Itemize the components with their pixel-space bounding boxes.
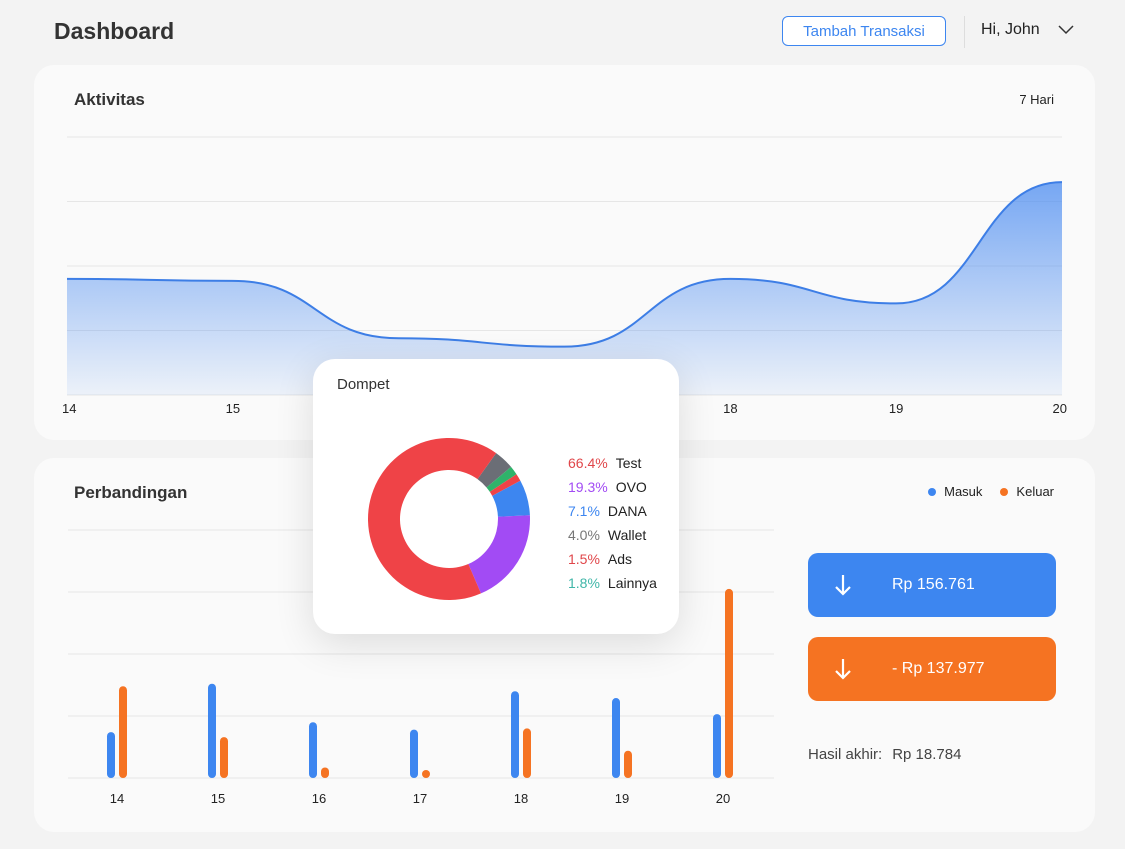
wallet-legend-label: Wallet: [607, 527, 647, 543]
wallet-legend-label: OVO: [615, 479, 647, 495]
x-tick-label: 15: [226, 401, 240, 416]
wallet-legend-item: 7.1% DANA: [568, 499, 657, 523]
legend-dot-masuk: [928, 487, 937, 496]
activity-title: Aktivitas: [74, 90, 145, 109]
comparison-title: Perbandingan: [74, 483, 188, 502]
x-tick-label: 16: [312, 791, 326, 806]
bar-masuk-15: [208, 683, 216, 778]
legend-label-keluar: Keluar: [1016, 484, 1054, 499]
x-tick-label: 20: [716, 791, 730, 806]
comparison-bar-chart: 14 15 16 17 18 19 20: [68, 529, 774, 806]
legend-keluar: Keluar: [1000, 484, 1054, 499]
donut-slice-dana: [492, 480, 530, 517]
wallet-legend-label: Lainnya: [607, 575, 657, 591]
wallet-legend: 66.4% Test 19.3% OVO 7.1% DANA 4.0% Wallet 1.5% A…: [568, 451, 657, 595]
arrow-down-icon: [828, 574, 858, 596]
wallet-legend-item: 66.4% Test: [568, 451, 657, 475]
donut-slice-test: [368, 438, 497, 600]
header-divider: [964, 16, 965, 48]
legend-dot-keluar: [1000, 487, 1009, 496]
chevron-down-icon: [1058, 25, 1074, 35]
wallet-legend-item: 1.5% Ads: [568, 547, 657, 571]
bar-masuk-20: [713, 714, 721, 778]
bar-keluar-15: [220, 737, 228, 778]
x-tick-label: 19: [889, 401, 903, 416]
comparison-card: Perbandingan Masuk Keluar 14 15 16 17 18 19 20…: [34, 458, 1095, 832]
wallet-legend-label: DANA: [607, 503, 647, 519]
bar-masuk-17: [410, 729, 418, 778]
activity-series-line: [66, 181, 1063, 348]
bar-keluar-16: [321, 767, 329, 778]
x-tick-label: 19: [615, 791, 629, 806]
bar-keluar-20: [725, 588, 733, 778]
x-tick-label: 17: [413, 791, 427, 806]
wallet-legend-item: 1.8% Lainnya: [568, 571, 657, 595]
x-tick-label: 20: [1053, 401, 1067, 416]
legend-masuk: Masuk: [928, 484, 982, 499]
bar-keluar-19: [624, 750, 632, 778]
wallet-legend-percent: 1.8%: [568, 575, 600, 591]
final-result: Hasil akhir: Rp 18.784: [808, 746, 961, 763]
wallet-legend-percent: 19.3%: [568, 479, 608, 495]
bar-masuk-18: [511, 691, 519, 778]
chart-legend: Masuk Keluar: [928, 484, 1054, 499]
bar-masuk-16: [309, 722, 317, 778]
result-value: Rp 18.784: [892, 746, 962, 763]
range-selector[interactable]: 7 Hari: [1019, 92, 1054, 107]
x-tick-label: 14: [110, 791, 124, 806]
bar-masuk-14: [107, 732, 115, 778]
income-card[interactable]: Rp 156.761: [808, 553, 1056, 617]
donut-slice-lainnya: [486, 466, 517, 492]
user-greeting: Hi, John: [981, 21, 1040, 38]
activity-area-fill: [67, 182, 1062, 395]
wallet-legend-percent: 4.0%: [568, 527, 600, 543]
wallet-legend-percent: 1.5%: [568, 551, 600, 567]
expense-card[interactable]: - Rp 137.977: [808, 637, 1056, 701]
income-amount: Rp 156.761: [892, 576, 975, 593]
user-menu[interactable]: Hi, John: [981, 21, 1074, 39]
wallet-popup: Dompet 66.4% Test 19.3% OVO 7.1% DANA 4.0% Wall…: [313, 359, 679, 634]
x-tick-label: 15: [211, 791, 225, 806]
bar-keluar-14: [119, 686, 127, 778]
legend-label-masuk: Masuk: [944, 484, 983, 499]
arrow-down-icon: [828, 658, 858, 680]
page-title: Dashboard: [54, 18, 175, 44]
bar-masuk-19: [612, 698, 620, 778]
x-tick-label: 18: [514, 791, 528, 806]
wallet-legend-label: Test: [615, 455, 642, 471]
wallet-legend-percent: 66.4%: [568, 455, 608, 471]
wallet-popup-title: Dompet: [337, 376, 390, 393]
add-transaction-button[interactable]: Tambah Transaksi: [782, 16, 946, 46]
wallet-legend-label: Ads: [607, 551, 633, 567]
expense-amount: - Rp 137.977: [892, 660, 985, 677]
result-label: Hasil akhir:: [808, 746, 883, 763]
x-tick-label: 18: [723, 401, 737, 416]
wallet-donut-chart: [368, 438, 530, 600]
wallet-legend-percent: 7.1%: [568, 503, 600, 519]
bar-keluar-17: [422, 769, 430, 778]
bar-keluar-18: [523, 728, 531, 778]
donut-slice-ovo: [468, 515, 530, 594]
x-tick-label: 14: [62, 401, 76, 416]
donut-slice-ads: [489, 474, 521, 496]
wallet-legend-item: 4.0% Wallet: [568, 523, 657, 547]
wallet-legend-item: 19.3% OVO: [568, 475, 657, 499]
donut-slice-wallet: [477, 453, 512, 488]
